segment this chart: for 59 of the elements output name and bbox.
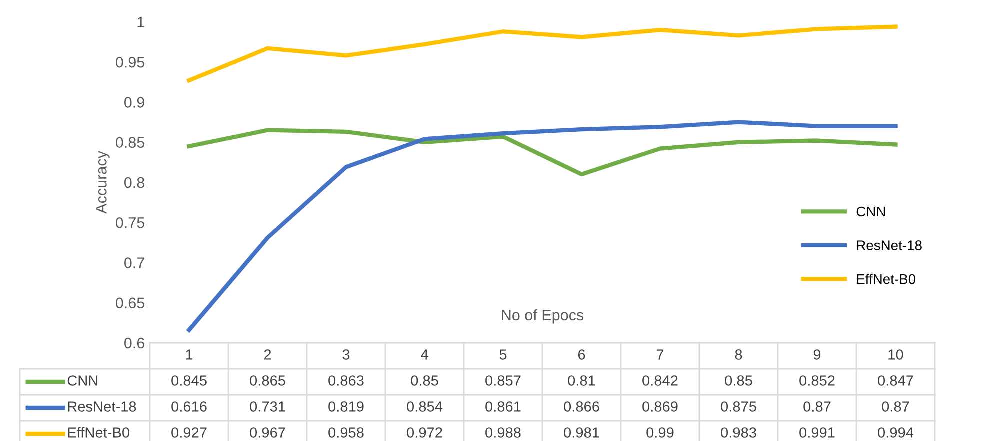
- x-tick-label: 9: [814, 350, 821, 360]
- x-tick-label: 1: [186, 350, 193, 360]
- data-label: 0.967: [250, 428, 286, 438]
- data-label: 0.854: [407, 402, 443, 412]
- y-tick-label: 0.8: [124, 177, 144, 188]
- y-tick-label: 0.6: [124, 338, 144, 349]
- data-label: 0.972: [407, 428, 442, 438]
- y-tick-label: 0.9: [124, 97, 144, 108]
- x-tick-label: 6: [578, 350, 586, 360]
- y-tick-label: 0.85: [116, 137, 144, 148]
- data-label: 0.958: [328, 428, 364, 438]
- legend-label: EffNet-B0: [857, 274, 916, 284]
- line-series: [187, 128, 898, 177]
- data-label: 0.847: [878, 376, 914, 386]
- data-label: 0.865: [250, 376, 286, 386]
- legend-label: CNN: [856, 206, 886, 217]
- data-label: 0.988: [486, 428, 521, 438]
- y-axis-title: Accuracy: [96, 151, 110, 214]
- data-label: 0.981: [564, 428, 600, 438]
- line-series: [187, 24, 898, 83]
- text: CNN: [68, 376, 98, 386]
- data-label: 0.85: [725, 376, 752, 386]
- y-tick-label: 0.95: [116, 56, 144, 68]
- data-label: 0.87: [804, 402, 831, 412]
- data-label: 0.994: [878, 428, 914, 438]
- x-tick-label: 2: [264, 350, 272, 360]
- data-label: 0.991: [800, 428, 835, 438]
- data-label: 0.983: [721, 428, 756, 438]
- y-tick-label: 1: [138, 17, 144, 28]
- data-label: 0.819: [328, 402, 364, 412]
- data-label: 0.875: [721, 402, 756, 412]
- x-tick-label: 10: [888, 350, 904, 360]
- data-label: 0.863: [328, 376, 364, 386]
- x-tick-label: 8: [735, 350, 742, 360]
- data-label: 0.87: [882, 402, 910, 412]
- legend-label: ResNet-18: [857, 240, 922, 250]
- data-label: 0.866: [564, 402, 600, 412]
- y-tick-label: 0.75: [116, 217, 144, 228]
- y-tick-label: 0.65: [116, 298, 144, 309]
- data-label: 0.869: [642, 402, 678, 412]
- data-label: 0.731: [250, 402, 286, 412]
- x-tick-label: 7: [656, 350, 664, 360]
- x-tick-label: 5: [500, 350, 507, 360]
- data-label: 0.842: [642, 376, 678, 386]
- data-label: 0.927: [172, 428, 207, 438]
- data-label: 0.852: [800, 376, 835, 386]
- y-tick-label: 0.7: [124, 258, 144, 268]
- text: ResNet-18: [68, 402, 136, 412]
- data-label: 0.857: [486, 376, 521, 386]
- data-label: 0.99: [646, 428, 674, 438]
- data-label: 0.616: [172, 402, 207, 412]
- data-label: 0.845: [172, 376, 207, 386]
- x-tick-label: 4: [421, 350, 428, 360]
- data-label: 0.861: [486, 402, 521, 412]
- data-label: 0.81: [568, 376, 596, 386]
- text: EffNet-B0: [68, 427, 130, 438]
- x-axis-title: No of Epocs: [502, 309, 584, 324]
- x-tick-label: 3: [342, 350, 350, 360]
- data-label: 0.85: [411, 376, 438, 386]
